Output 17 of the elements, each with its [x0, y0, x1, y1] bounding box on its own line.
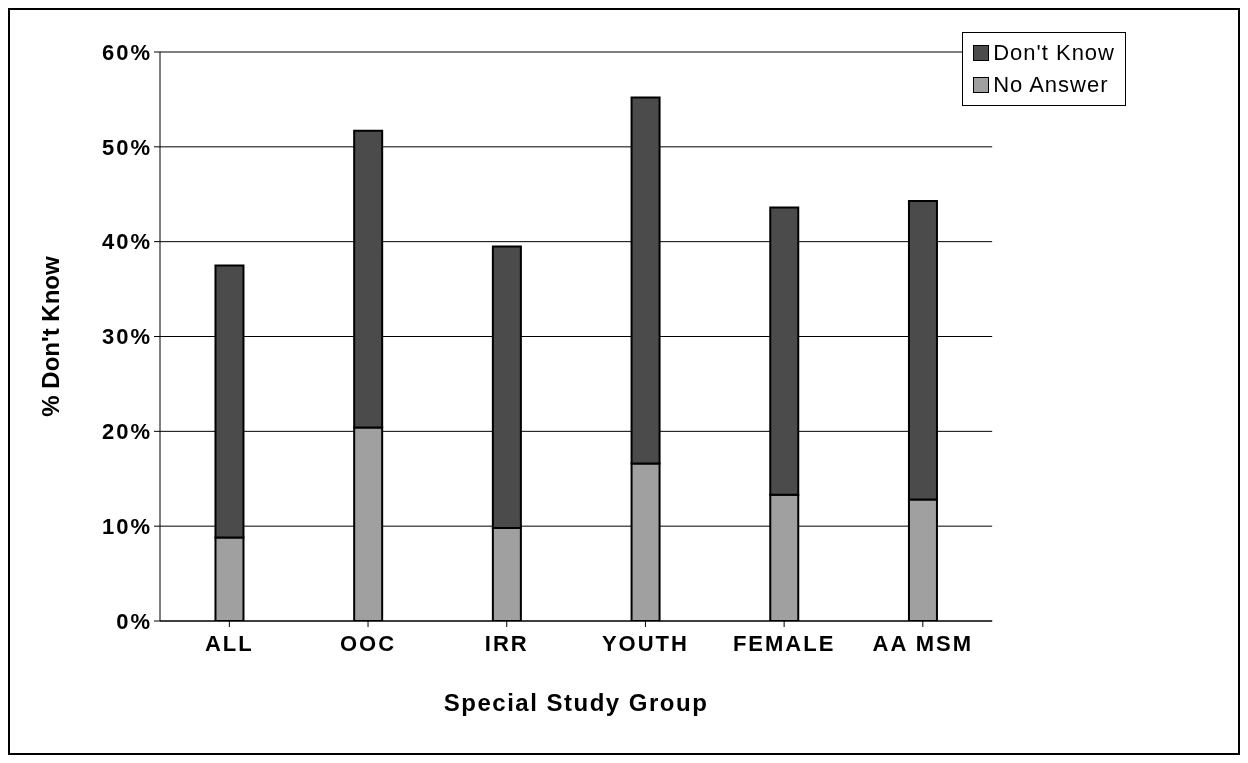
x-tick-label: OOC	[339, 630, 397, 656]
y-tick-label: 30%	[101, 324, 152, 350]
x-tick-label: IRR	[484, 630, 529, 656]
x-tick-label: FEMALE	[732, 630, 836, 656]
x-tick-label: ALL	[204, 630, 254, 656]
y-tick-label: 50%	[101, 134, 152, 160]
x-tick-label: YOUTH	[601, 630, 689, 656]
y-tick-label: 20%	[101, 419, 152, 445]
y-tick-label: 60%	[101, 39, 152, 65]
legend-label: Don't Know	[993, 39, 1115, 67]
x-axis-title: Special Study Group	[443, 689, 709, 716]
legend-label: No Answer	[993, 71, 1109, 99]
y-tick-label: 10%	[101, 513, 152, 539]
y-axis-title: % Don't Know	[36, 256, 64, 417]
y-tick-label: 40%	[101, 229, 152, 255]
x-tick-label: AA MSM	[872, 630, 974, 656]
y-tick-label: 0%	[116, 608, 152, 634]
